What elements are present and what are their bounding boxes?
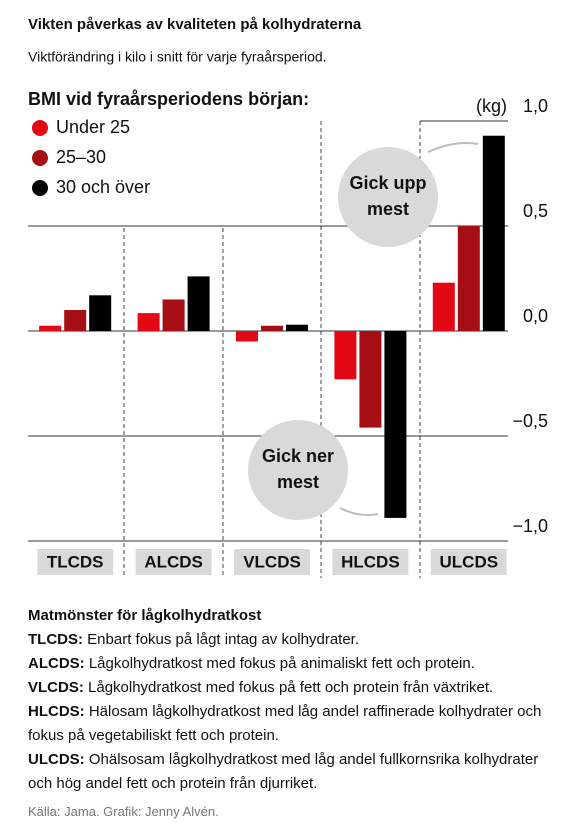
note-item: ALCDS: Lågkolhydratkost med fokus på ani… <box>28 652 558 676</box>
note-item: ULCDS: Ohälsosam lågkolhydratkost med lå… <box>28 748 558 796</box>
notes: Matmönster för lågkolhydratkost TLCDS: E… <box>28 604 558 796</box>
y-tick-label: 1,0 <box>523 96 548 116</box>
bar <box>432 282 455 331</box>
bar <box>64 310 87 331</box>
category-box <box>430 549 507 575</box>
x-tick-label: VLCDS <box>243 552 301 571</box>
annotation-bubble <box>338 147 438 247</box>
notes-list: TLCDS: Enbart fokus på lågt intag av kol… <box>28 628 558 796</box>
note-term: ULCDS: <box>28 751 85 768</box>
annotation-arrow <box>427 142 479 153</box>
note-term: VLCDS: <box>28 679 84 696</box>
bar <box>89 295 112 331</box>
legend-label: 25–30 <box>56 147 106 167</box>
y-tick-label: 0,5 <box>523 201 548 221</box>
bar <box>384 331 407 518</box>
legend-swatch <box>32 180 48 196</box>
annotation-arrow <box>339 507 379 517</box>
x-tick-label: HLCDS <box>341 552 400 571</box>
note-text: Lågkolhydratkost med fokus på animaliskt… <box>88 655 475 672</box>
legend-title: BMI vid fyraårsperiodens början: <box>28 89 309 109</box>
bar <box>261 325 283 331</box>
category-box <box>234 549 310 575</box>
note-term: ALCDS: <box>28 655 85 672</box>
legend-label: Under 25 <box>56 117 130 137</box>
category-box <box>135 549 212 575</box>
bar <box>286 324 308 331</box>
note-item: VLCDS: Lågkolhydratkost med fokus på fet… <box>28 676 558 700</box>
legend-label: 30 och över <box>56 177 150 197</box>
bar <box>162 299 185 331</box>
bar <box>482 135 505 331</box>
annotation-text: mest <box>367 199 409 219</box>
note-text: Lågkolhydratkost med fokus på fett och p… <box>88 679 494 696</box>
note-term: TLCDS: <box>28 631 83 648</box>
y-tick-label: −0,5 <box>512 411 548 431</box>
bar <box>187 276 210 331</box>
note-term: HLCDS: <box>28 703 85 720</box>
legend-swatch <box>32 150 48 166</box>
bar <box>457 226 480 331</box>
note-item: TLCDS: Enbart fokus på lågt intag av kol… <box>28 628 558 652</box>
chart: Vikten påverkas av kvaliteten på kolhydr… <box>28 16 548 578</box>
category-box <box>37 549 114 575</box>
bar <box>236 331 258 342</box>
bar <box>137 313 160 331</box>
unit-label: (kg) <box>476 96 507 116</box>
chart-subtitle: Viktförändring i kilo i snitt för varje … <box>28 49 327 65</box>
x-tick-label: TLCDS <box>47 552 104 571</box>
bar <box>334 331 357 380</box>
source: Källa: Jama. Grafik: Jenny Alvén. <box>28 804 219 819</box>
annotation-text: mest <box>277 472 319 492</box>
note-text: Enbart fokus på lågt intag av kolhydrate… <box>87 631 360 648</box>
x-tick-label: ULCDS <box>440 552 499 571</box>
annotation-bubble <box>248 420 348 520</box>
notes-title: Matmönster för lågkolhydratkost <box>28 607 262 624</box>
y-tick-label: −1,0 <box>512 516 548 536</box>
bar <box>39 325 62 331</box>
bar <box>359 331 382 428</box>
chart-title: Vikten påverkas av kvaliteten på kolhydr… <box>28 16 362 33</box>
annotation-text: Gick upp <box>349 173 426 193</box>
annotation-text: Gick ner <box>262 446 334 466</box>
y-tick-label: 0,0 <box>523 306 548 326</box>
note-text: Hälosam lågkolhydratkost med låg andel r… <box>28 703 542 744</box>
note-text: Ohälsosam lågkolhydratkost med låg andel… <box>28 751 539 792</box>
legend-swatch <box>32 120 48 136</box>
x-tick-label: ALCDS <box>144 552 203 571</box>
note-item: HLCDS: Hälosam lågkolhydratkost med låg … <box>28 700 558 748</box>
category-box <box>332 549 409 575</box>
